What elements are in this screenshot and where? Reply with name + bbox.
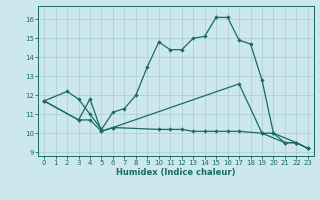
X-axis label: Humidex (Indice chaleur): Humidex (Indice chaleur) bbox=[116, 168, 236, 177]
